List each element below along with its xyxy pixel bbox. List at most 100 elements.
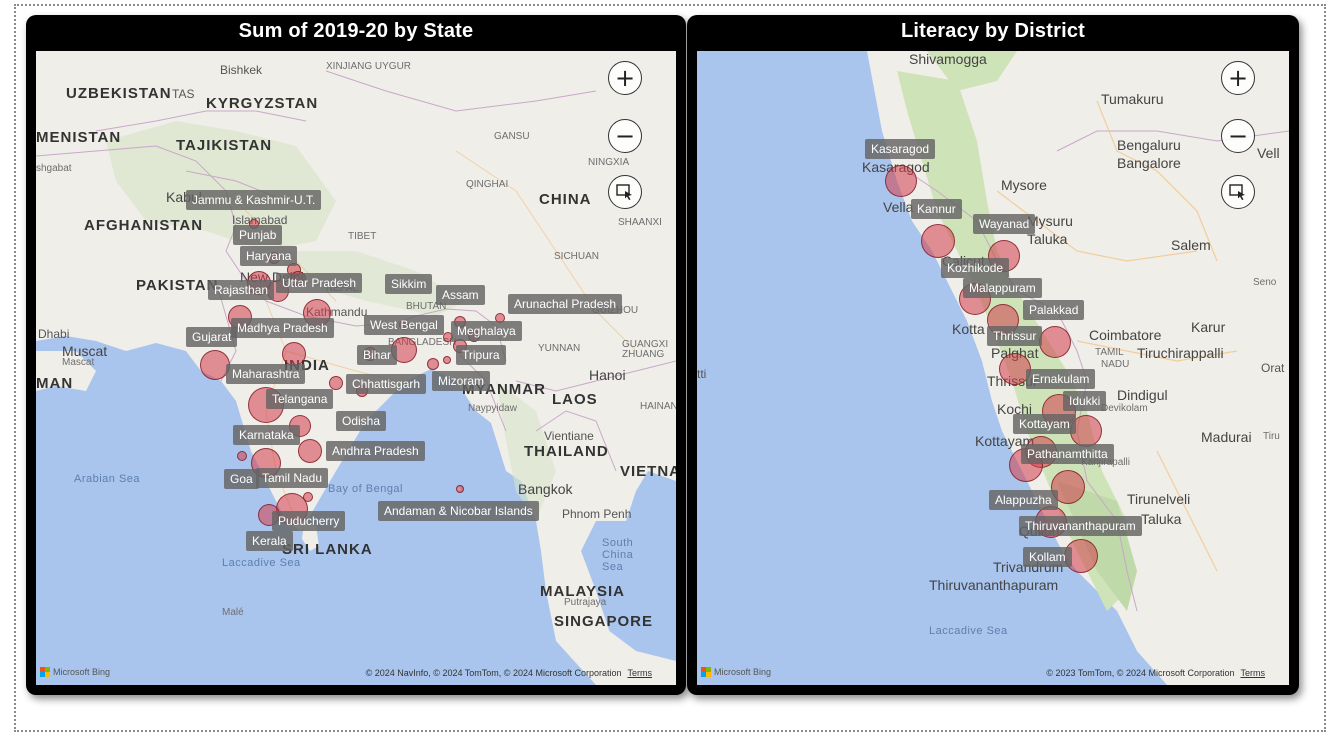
place-name: Tiruchirappalli bbox=[1137, 345, 1224, 361]
state-label-goa[interactable]: Goa bbox=[224, 469, 259, 489]
district-bubble[interactable] bbox=[885, 165, 917, 197]
zoom-in-button[interactable]: + bbox=[608, 61, 642, 95]
page-border bbox=[14, 4, 1326, 732]
place-name: Vientiane bbox=[544, 429, 594, 443]
place-name: Muscat bbox=[62, 343, 108, 359]
state-map-title: Sum of 2019-20 by State bbox=[238, 20, 474, 42]
state-bubble[interactable] bbox=[237, 451, 247, 461]
place-name: Kottayam bbox=[975, 433, 1035, 449]
place-name: GANSU bbox=[494, 131, 530, 142]
district-label-kottayam[interactable]: Kottayam bbox=[1013, 414, 1076, 434]
state-label-meghalaya[interactable]: Meghalaya bbox=[451, 321, 522, 341]
district-label-wayanad[interactable]: Wayanad bbox=[973, 214, 1036, 234]
state-label-andaman-nicobar-islands[interactable]: Andaman & Nicobar Islands bbox=[378, 501, 539, 521]
place-name: BHUTAN bbox=[406, 301, 447, 312]
place-name: SICHUAN bbox=[554, 251, 600, 262]
state-label-chhattisgarh[interactable]: Chhattisgarh bbox=[346, 374, 427, 394]
district-bubble[interactable] bbox=[1064, 539, 1098, 573]
place-name: NINGXIA bbox=[588, 157, 630, 168]
state-label-tamil-nadu[interactable]: Tamil Nadu bbox=[256, 468, 329, 488]
place-name: Mysuru bbox=[1027, 213, 1073, 229]
state-label-bihar[interactable]: Bihar bbox=[357, 345, 398, 365]
district-label-palakkad[interactable]: Palakkad bbox=[1023, 300, 1085, 320]
place-name: Tumakuru bbox=[1101, 91, 1164, 107]
zoom-in-button[interactable]: + bbox=[1221, 61, 1255, 95]
place-name: Tirunelveli bbox=[1127, 491, 1191, 507]
state-label-jammu-kashmir-u-t[interactable]: Jammu & Kashmir-U.T. bbox=[186, 190, 322, 210]
place-name: MAN bbox=[36, 375, 74, 392]
place-name: South bbox=[602, 537, 634, 549]
place-name: tti bbox=[697, 367, 707, 381]
place-name: Orat bbox=[1261, 361, 1285, 375]
terms-link[interactable]: Terms bbox=[1240, 668, 1266, 678]
terms-link[interactable]: Terms bbox=[627, 668, 653, 678]
district-label-thrissur[interactable]: Thrissur bbox=[987, 326, 1043, 346]
place-name: PAKISTAN bbox=[136, 277, 219, 294]
state-bubble[interactable] bbox=[298, 439, 322, 463]
place-name: Islamabad bbox=[232, 213, 288, 227]
place-name: Coimbatore bbox=[1089, 327, 1162, 343]
place-name: Mascat bbox=[62, 357, 95, 368]
place-name: Laccadive Sea bbox=[222, 557, 301, 569]
state-label-kerala[interactable]: Kerala bbox=[246, 531, 293, 551]
state-bubble[interactable] bbox=[329, 376, 343, 390]
state-label-tripura[interactable]: Tripura bbox=[456, 345, 506, 365]
place-name: NADU bbox=[1101, 359, 1130, 370]
select-tool-button[interactable] bbox=[608, 175, 642, 209]
district-label-kasaragod[interactable]: Kasaragod bbox=[865, 139, 936, 159]
state-label-karnataka[interactable]: Karnataka bbox=[233, 425, 300, 445]
district-label-kollam[interactable]: Kollam bbox=[1023, 547, 1072, 567]
place-name: CHINA bbox=[539, 191, 592, 208]
bing-brand: Microsoft Bing bbox=[40, 667, 110, 677]
place-name: Naypyidaw bbox=[468, 403, 517, 414]
state-map[interactable]: Bishkek XINJIANG UYGUR UZBEKISTAN TAS KYRGYZ… bbox=[36, 51, 676, 685]
state-bubble[interactable] bbox=[456, 485, 464, 493]
place-name: Sea bbox=[602, 561, 624, 573]
district-bubble[interactable] bbox=[921, 224, 955, 258]
state-label-haryana[interactable]: Haryana bbox=[240, 246, 298, 266]
state-label-maharashtra[interactable]: Maharashtra bbox=[226, 364, 306, 384]
district-label-ernakulam[interactable]: Ernakulam bbox=[1026, 369, 1096, 389]
state-bubble[interactable] bbox=[443, 356, 451, 364]
state-label-sikkim[interactable]: Sikkim bbox=[385, 274, 433, 294]
map-attribution: © 2024 NavInfo, © 2024 TomTom, © 2024 Mi… bbox=[365, 668, 653, 678]
zoom-out-button[interactable]: − bbox=[1221, 119, 1255, 153]
state-label-assam[interactable]: Assam bbox=[436, 285, 485, 305]
place-name: Tiru bbox=[1263, 431, 1280, 442]
bing-brand: Microsoft Bing bbox=[701, 667, 771, 677]
district-label-malappuram[interactable]: Malappuram bbox=[963, 278, 1042, 298]
district-label-kozhikode[interactable]: Kozhikode bbox=[941, 258, 1010, 278]
place-name: Devikolam bbox=[1101, 403, 1148, 414]
district-bubble[interactable] bbox=[1039, 326, 1071, 358]
state-label-uttar-pradesh[interactable]: Uttar Pradesh bbox=[276, 273, 363, 293]
state-label-west-bengal[interactable]: West Bengal bbox=[364, 315, 444, 335]
state-label-rajasthan[interactable]: Rajasthan bbox=[208, 280, 275, 300]
district-map[interactable]: Shivamogga Tumakuru Bengaluru Bangalore Vell… bbox=[697, 51, 1289, 685]
state-label-telangana[interactable]: Telangana bbox=[266, 389, 334, 409]
state-bubble[interactable] bbox=[427, 358, 439, 370]
state-label-punjab[interactable]: Punjab bbox=[233, 225, 283, 245]
state-label-madhya-pradesh[interactable]: Madhya Pradesh bbox=[231, 318, 334, 338]
place-name: Vella bbox=[883, 199, 914, 215]
district-label-alappuzha[interactable]: Alappuzha bbox=[989, 490, 1058, 510]
zoom-out-button[interactable]: − bbox=[608, 119, 642, 153]
state-label-arunachal-pradesh[interactable]: Arunachal Pradesh bbox=[508, 294, 623, 314]
district-label-idukki[interactable]: Idukki bbox=[1063, 391, 1107, 411]
place-name: QINGHAI bbox=[466, 179, 509, 190]
state-bubble[interactable] bbox=[282, 342, 306, 366]
state-label-gujarat[interactable]: Gujarat bbox=[186, 327, 238, 347]
district-label-thiruvananthapuram[interactable]: Thiruvananthapuram bbox=[1019, 516, 1142, 536]
state-label-mizoram[interactable]: Mizoram bbox=[432, 371, 491, 391]
place-name: Seno bbox=[1253, 277, 1277, 288]
select-tool-button[interactable] bbox=[1221, 175, 1255, 209]
district-label-pathanamthitta[interactable]: Pathanamthitta bbox=[1021, 444, 1114, 464]
place-name: China bbox=[602, 549, 634, 561]
place-name: VIETNA bbox=[620, 463, 676, 480]
state-label-andhra-pradesh[interactable]: Andhra Pradesh bbox=[326, 441, 425, 461]
state-bubble[interactable] bbox=[200, 350, 230, 380]
state-label-odisha[interactable]: Odisha bbox=[336, 411, 387, 431]
place-name: Bishkek bbox=[220, 63, 263, 77]
state-map-base bbox=[36, 51, 676, 685]
district-label-kannur[interactable]: Kannur bbox=[911, 199, 962, 219]
state-label-puducherry[interactable]: Puducherry bbox=[272, 511, 346, 531]
